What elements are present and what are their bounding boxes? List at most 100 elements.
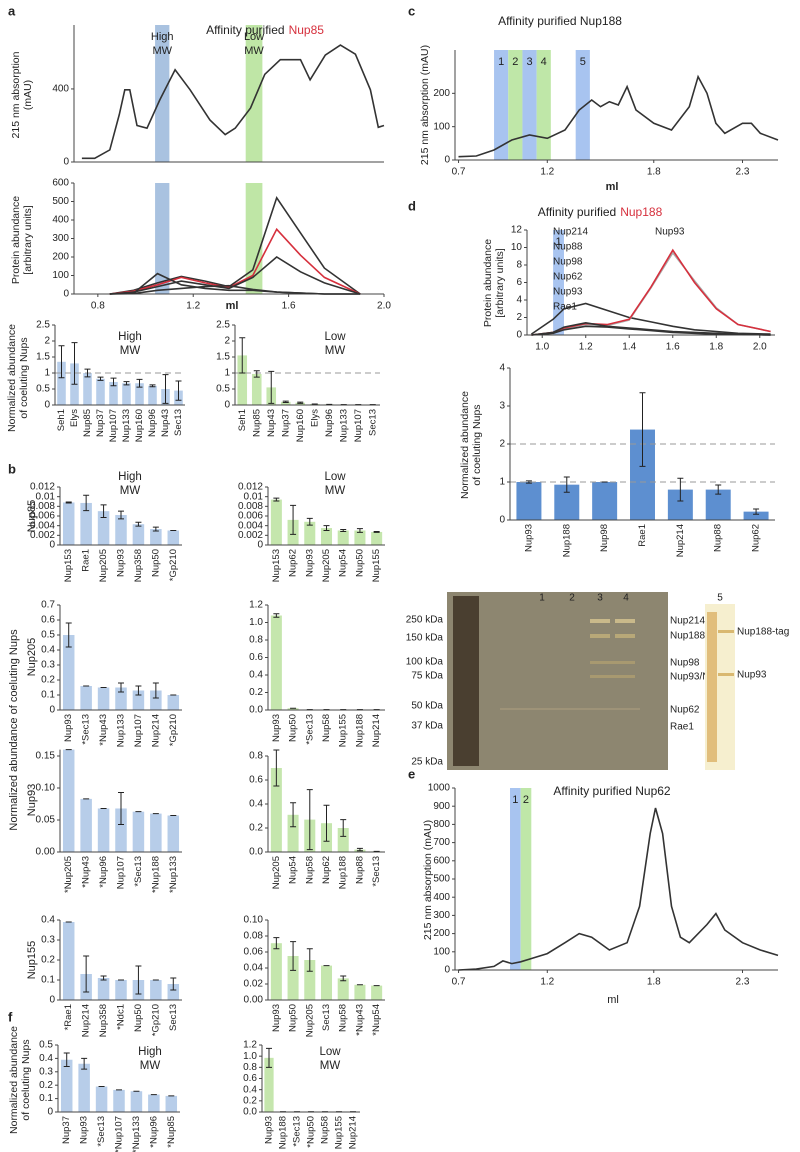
y-tick-label: 0.2 <box>243 1095 257 1106</box>
y-tick-label: 0.01 <box>36 491 56 502</box>
y-tick-label: 2 <box>516 312 522 323</box>
y-tick-label: 0 <box>499 515 505 526</box>
y-tick-label: 0.5 <box>41 630 55 641</box>
error-bar <box>677 477 684 502</box>
x-tick-label: *Nup43 <box>81 856 92 888</box>
x-tick-label: *Nup50 <box>306 1116 317 1148</box>
y-tick-label: 0.01 <box>244 491 264 502</box>
x-tick-label: Nup54 <box>338 549 349 577</box>
y-axis-label: of coeluting Nups <box>18 337 30 418</box>
x-tick-label: *Sec13 <box>304 714 315 745</box>
annotation: Nup98 <box>553 257 583 268</box>
chart: Normalized abundance of coeluting Nups 0 0.… <box>8 1026 180 1152</box>
chart: Protein abundance [arbitrary units] ml 0 100… <box>10 178 392 312</box>
error-bar <box>84 368 91 378</box>
line-series <box>109 284 361 295</box>
x-tick-label: Nup214 <box>675 524 686 557</box>
group-label: Low <box>324 331 346 343</box>
y-tick-label: 0.06 <box>244 947 264 958</box>
x-tick-label: Nup50 <box>150 549 161 577</box>
error-bar <box>100 975 107 981</box>
y-tick-label: 0.00 <box>36 847 56 858</box>
y-tick-label: 0.012 <box>238 482 263 493</box>
y-axis-label: 215 nm absorption (mAU) <box>422 820 434 940</box>
y-axis-label: Protein abundance <box>482 239 494 327</box>
x-tick-label: Nup188 <box>338 856 349 889</box>
error-bar <box>175 380 182 401</box>
y-tick-label: 0.1 <box>41 690 55 701</box>
y-tick-label: 0.15 <box>36 751 56 762</box>
bar <box>150 690 162 710</box>
error-bar <box>65 622 72 648</box>
x-tick-label: Nup205 <box>271 856 282 889</box>
gel-ladder <box>707 612 717 762</box>
x-tick-label: 1.8 <box>709 342 723 353</box>
y-tick-label: 0.8 <box>243 1062 257 1073</box>
error-bar <box>239 337 246 374</box>
gel-image <box>447 592 668 770</box>
chart: 1 Affinity purified Nup188 Protein abundanc… <box>482 205 775 353</box>
gel-ladder <box>453 596 479 766</box>
band-label: 3 <box>526 56 532 68</box>
y-tick-label: 0.02 <box>244 979 264 990</box>
y-tick-label: 0.0 <box>249 705 263 716</box>
bar <box>287 956 299 1000</box>
x-tick-label: Nup107 <box>133 714 144 747</box>
bar <box>270 943 282 1000</box>
error-bar <box>340 529 347 532</box>
title-part: Affinity purified <box>538 205 617 219</box>
chart-title: Affinity purified Nup85 <box>206 23 324 37</box>
y-tick-label: 0.008 <box>30 501 55 512</box>
y-tick-label: 0 <box>49 705 55 716</box>
chart: 0.00 0.02 0.04 0.06 0.08 0.10 Nup93 Nup50 Nup205… <box>244 915 385 1037</box>
chart-title: Affinity purified Nup62 <box>553 784 671 798</box>
x-tick-label: *Nup43 <box>98 714 109 746</box>
bar <box>80 686 92 710</box>
y-tick-label: 0.4 <box>41 645 55 656</box>
gel-band <box>500 708 640 710</box>
band-label: MW <box>152 45 172 57</box>
y-tick-label: 8 <box>516 260 522 271</box>
y-tick-label: 0 <box>224 400 230 411</box>
band-label: Nup188-tag <box>670 631 722 642</box>
x-tick-label: Seh1 <box>237 409 248 431</box>
x-tick-label: Nup93 <box>63 714 74 742</box>
annotation: Nup88 <box>553 242 583 253</box>
ladder-label: 25 kDa <box>411 757 443 768</box>
y-tick-label: 0.5 <box>39 1040 53 1051</box>
bar <box>95 1086 108 1112</box>
gel-right: 5 Nup188-tag Nup93 <box>705 593 789 770</box>
error-bar <box>97 376 104 381</box>
bar <box>167 530 180 545</box>
chart: 1 2 Affinity purified Nup62 215 nm absorpti… <box>422 783 779 1006</box>
x-tick-label: *Gp210 <box>150 1004 161 1036</box>
x-tick-label: Sec13 <box>367 409 378 436</box>
error-bar <box>525 480 532 484</box>
x-tick-label: Nup62 <box>751 524 762 552</box>
x-tick-label: *Ndc1 <box>116 1004 127 1030</box>
line-series <box>531 325 771 336</box>
fraction-band <box>155 183 170 294</box>
y-tick-label: 200 <box>433 88 450 99</box>
fraction-band <box>575 50 590 160</box>
error-bar <box>273 749 280 787</box>
band-label: Nup62 <box>670 705 700 716</box>
bar <box>337 978 349 1000</box>
bar <box>167 984 180 1000</box>
fraction-band <box>520 788 532 970</box>
bar <box>516 482 542 520</box>
x-tick-label: Seh1 <box>56 409 67 431</box>
x-tick-label: Nup93 <box>304 549 315 577</box>
bar <box>150 980 162 1000</box>
annotation: Rae1 <box>553 302 577 313</box>
gel-band <box>590 661 635 664</box>
y-tick-label: 1.0 <box>249 617 263 628</box>
error-bar <box>639 392 646 467</box>
line-series <box>109 227 361 295</box>
fraction-band <box>510 788 521 970</box>
x-tick-label: Sec13 <box>173 409 184 436</box>
y-tick-label: 300 <box>433 910 450 921</box>
x-tick-label: Nup93 <box>79 1116 90 1144</box>
y-tick-label: 0.6 <box>249 652 263 663</box>
y-tick-label: 0.008 <box>238 501 263 512</box>
